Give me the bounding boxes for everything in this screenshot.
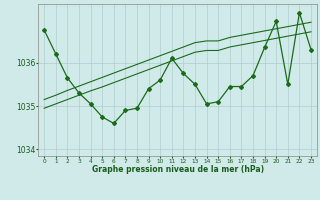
X-axis label: Graphe pression niveau de la mer (hPa): Graphe pression niveau de la mer (hPa)	[92, 165, 264, 174]
